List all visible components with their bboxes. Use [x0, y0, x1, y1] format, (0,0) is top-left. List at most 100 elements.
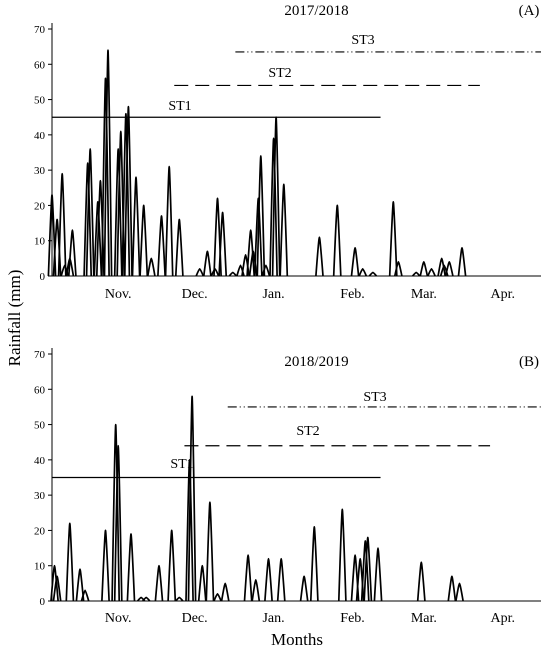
y-tick-label: 20: [34, 525, 46, 537]
rainfall-spike: [427, 268, 436, 277]
y-tick-label: 70: [34, 24, 46, 36]
y-tick-label: 40: [34, 130, 46, 142]
rainfall-spike: [65, 522, 75, 602]
x-tick-label: Dec.: [182, 287, 208, 302]
rainfall-spike: [447, 575, 457, 602]
rainfall-spike: [113, 444, 123, 602]
rainfall-spike: [167, 529, 177, 602]
x-tick-label: Dec.: [182, 611, 208, 626]
rainfall-spike: [251, 578, 261, 602]
chart-panel-a: 0 10 20 30 40 50 60 70 Nov. Dec. Jan. Feb. Mar. Apr. 2…: [34, 3, 541, 302]
rainfall-spike: [174, 218, 184, 277]
rainfall-spike: [139, 204, 149, 277]
rainfall-spike: [113, 148, 123, 277]
x-tick-label: Nov.: [105, 287, 132, 302]
rainfall-spike: [175, 596, 184, 602]
rainfall-spike: [276, 557, 286, 602]
rainfall-spike: [131, 176, 141, 277]
rainfall-spike: [111, 423, 121, 602]
rainfall-spike: [52, 575, 62, 602]
rainfall-spike: [444, 261, 454, 277]
y-tick-label: 10: [34, 561, 46, 573]
rainfall-spike: [411, 271, 421, 277]
y-tick-label: 60: [34, 59, 46, 71]
y-tick-label: 40: [34, 455, 46, 467]
rainfall-spike: [142, 596, 151, 602]
rainfall-spike: [388, 201, 398, 277]
rainfall-spike: [154, 564, 164, 602]
rainfall-spike: [101, 529, 110, 602]
period-label-st2: ST2: [296, 424, 319, 439]
rainfall-spike: [279, 183, 289, 277]
y-tick-label: 70: [34, 349, 46, 361]
y-tick-label: 30: [34, 165, 46, 177]
period-label-st1: ST1: [170, 457, 193, 472]
y-tick-label: 50: [34, 95, 46, 107]
rainfall-spike: [205, 501, 215, 602]
period-label-st3: ST3: [351, 33, 374, 48]
rainfall-spike: [116, 130, 126, 277]
x-tick-label: Mar.: [411, 611, 437, 626]
x-tick-label: Jan.: [262, 287, 284, 302]
y-tick-label: 60: [34, 384, 46, 396]
rainfall-spike: [416, 561, 426, 602]
rainfall-spike: [157, 215, 166, 277]
rainfall-spike: [185, 459, 194, 602]
x-tick-label: Nov.: [105, 611, 132, 626]
rainfall-spike: [213, 593, 222, 602]
y-axis-title: Rainfall (mm): [5, 270, 24, 367]
rainfall-spike: [457, 246, 467, 277]
rainfall-spike: [309, 526, 319, 602]
x-tick-label: Apr.: [491, 611, 516, 626]
panel-label: (A): [519, 3, 540, 19]
rainfall-spike: [85, 148, 95, 277]
period-label-st2: ST2: [268, 66, 291, 81]
y-tick-label: 10: [34, 236, 46, 248]
rainfall-spike: [213, 197, 222, 277]
period-label-st3: ST3: [363, 390, 386, 405]
rainfall-spike: [103, 49, 113, 277]
rainfall-spike: [197, 564, 207, 602]
rainfall-spike: [393, 261, 403, 277]
rainfall-spike: [121, 112, 131, 277]
rainfall-spike: [337, 508, 347, 602]
rainfall-spike: [360, 540, 370, 602]
rainfall-spike: [373, 547, 383, 602]
rainfall-spike: [123, 105, 133, 277]
rainfall-spike: [47, 193, 57, 277]
rainfall-spike: [455, 582, 464, 602]
x-tick-label: Feb.: [340, 611, 365, 626]
x-axis-title: Months: [271, 630, 323, 649]
x-tick-label: Apr.: [491, 287, 516, 302]
y-tick-label: 0: [40, 271, 46, 283]
y-tick-label: 0: [40, 596, 46, 608]
chart-panel-b: 0 10 20 30 40 50 60 70 Nov. Dec. Jan. Feb. Mar. Apr. 2…: [34, 348, 541, 626]
y-tick-label: 30: [34, 490, 46, 502]
rainfall-spike: [83, 162, 93, 277]
chart-title: 2018/2019: [284, 354, 348, 370]
panel-label: (B): [519, 354, 539, 370]
x-tick-label: Jan.: [262, 611, 284, 626]
rainfall-spike: [218, 211, 228, 277]
rainfall-spike: [256, 155, 266, 277]
x-tick-label: Mar.: [411, 287, 437, 302]
rainfall-spike: [202, 250, 212, 277]
chart-title: 2017/2018: [284, 3, 348, 19]
rainfall-spike: [363, 536, 373, 602]
rainfall-spike: [253, 197, 263, 277]
rainfall-spike: [261, 264, 271, 277]
rainfall-spike: [57, 172, 67, 277]
rainfall-spike: [350, 246, 360, 277]
rainfall-spike: [80, 589, 90, 602]
rainfall-spike: [264, 557, 273, 602]
rainfall-spike: [126, 533, 136, 602]
rainfall-spike: [164, 165, 174, 277]
rainfall-spike: [93, 201, 103, 277]
rainfall-spike: [315, 236, 324, 277]
y-tick-label: 50: [34, 420, 46, 432]
rainfall-spike: [368, 271, 378, 277]
rainfall-spike: [228, 271, 238, 277]
rainfall-spike: [146, 257, 156, 277]
rainfall-spike: [269, 137, 278, 277]
